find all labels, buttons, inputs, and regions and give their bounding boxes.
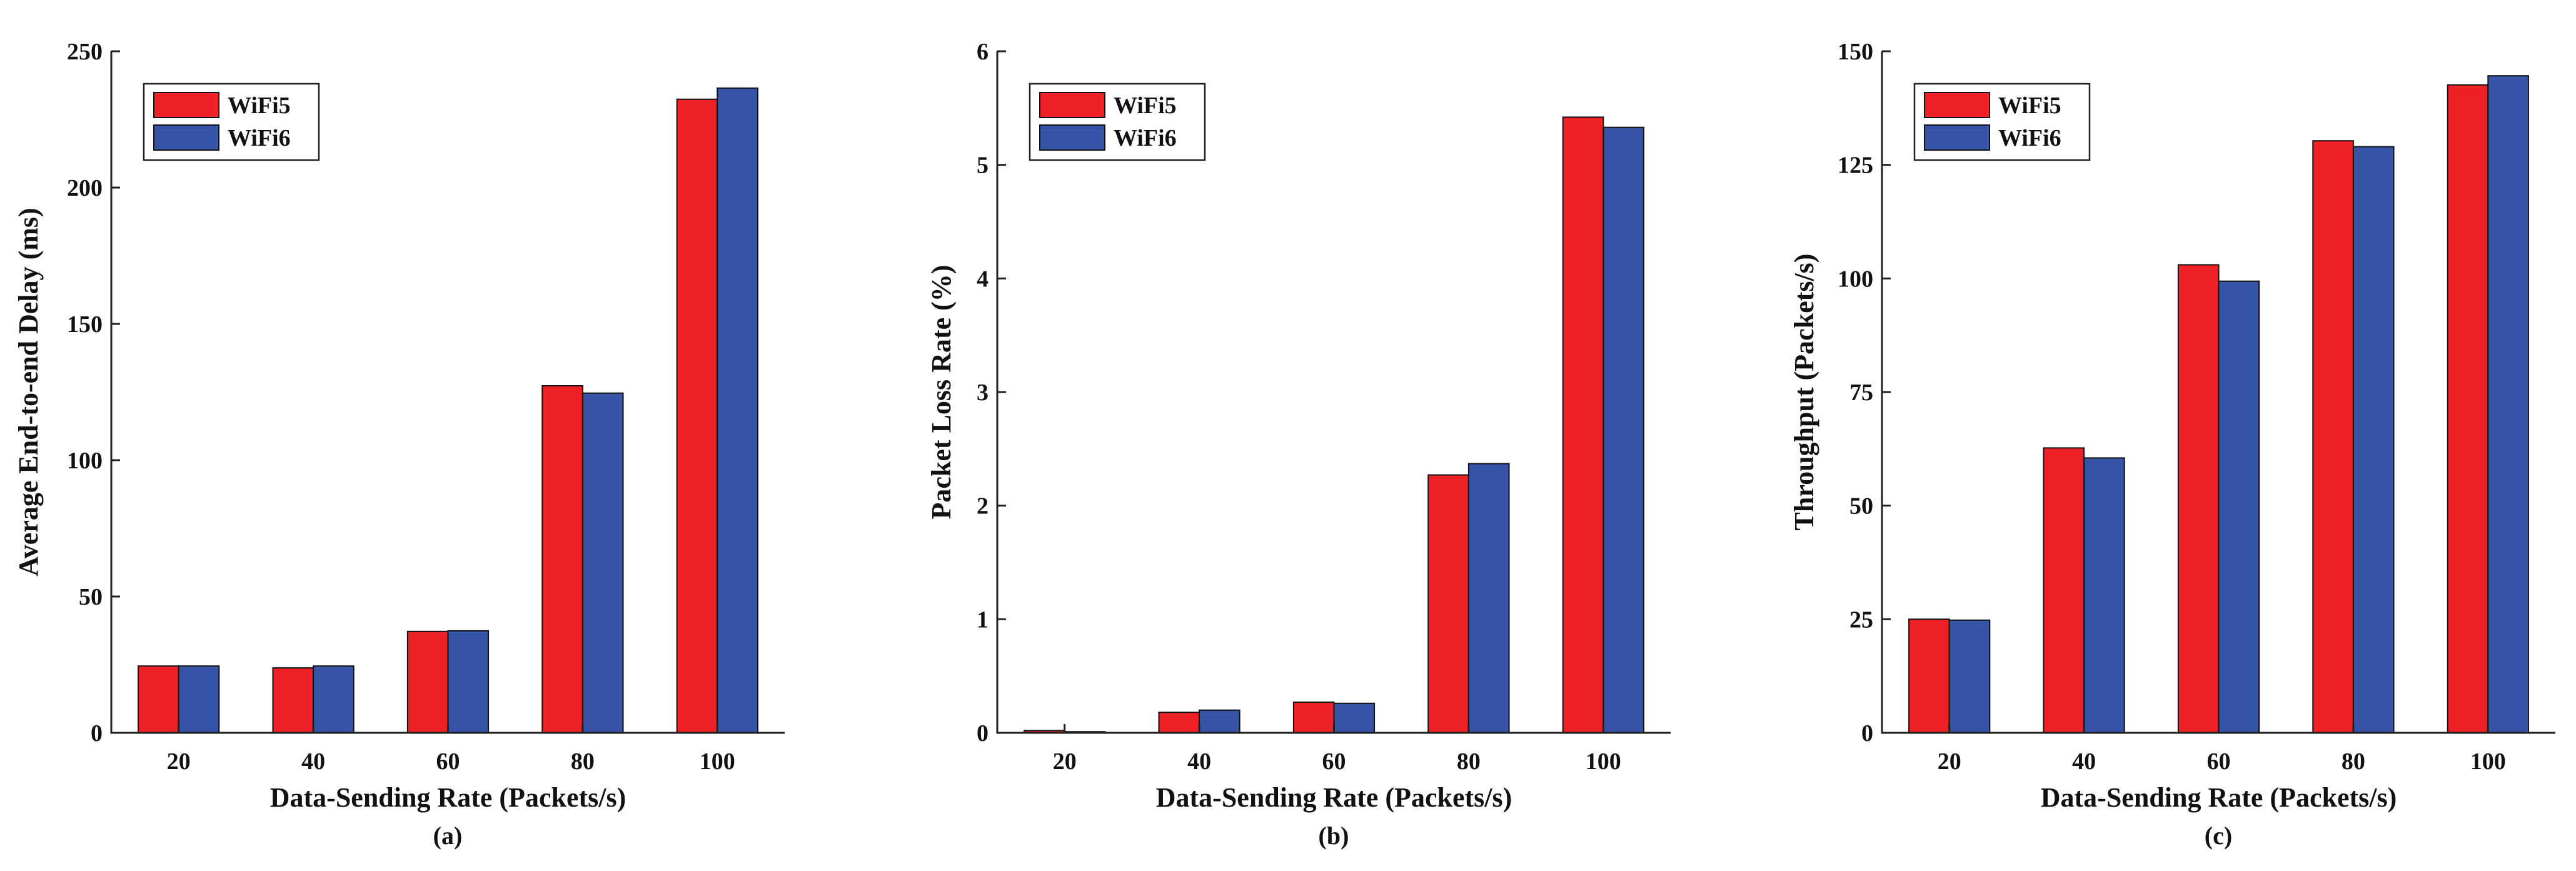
- y-tick-label: 1: [977, 607, 989, 633]
- legend-swatch-wifi5: [1039, 92, 1105, 118]
- bar-wifi6-60: [1333, 702, 1376, 734]
- chart-panel-3: 0 25 50 75 100 125 150 20 40 60 80 100 Data-Sending …: [1789, 39, 2555, 850]
- bar-wifi6-80: [1467, 463, 1510, 733]
- bar-wifi5-40: [272, 667, 314, 733]
- y-tick-label: 50: [79, 584, 103, 610]
- legend-swatch-wifi5: [1924, 92, 1990, 118]
- x-tick-label: 20: [1053, 748, 1077, 775]
- bar-wifi6-100: [2487, 75, 2529, 734]
- x-axis-label: Data-Sending Rate (Packets/s): [270, 782, 626, 813]
- bar-wifi5-80: [2312, 140, 2354, 733]
- bar-wifi6-100: [1602, 126, 1644, 733]
- bar-wifi5-80: [541, 385, 583, 733]
- x-tick-label: 80: [2342, 748, 2365, 775]
- bar-wifi5-40: [1158, 712, 1200, 734]
- x-tick-label: 60: [2207, 748, 2231, 775]
- legend-label-wifi6: WiFi6: [1114, 125, 1177, 151]
- bar-wifi5-100: [2447, 84, 2489, 733]
- x-tick-label: 100: [2470, 748, 2506, 775]
- legend-swatch-wifi6: [153, 124, 219, 151]
- panel-caption: (a): [433, 822, 463, 850]
- bar-wifi6-20: [178, 665, 220, 733]
- bar-wifi6-40: [2083, 457, 2125, 734]
- bar-wifi5-80: [1427, 474, 1469, 733]
- y-tick-label: 50: [1849, 493, 1873, 520]
- bar-wifi5-100: [1562, 116, 1604, 733]
- y-tick-label: 150: [67, 311, 103, 338]
- legend-label-wifi6: WiFi6: [228, 125, 291, 151]
- legend-label-wifi5: WiFi5: [1114, 93, 1177, 119]
- y-tick-label: 0: [977, 720, 989, 747]
- legend-swatch-wifi5: [153, 92, 219, 118]
- y-axis-label: Average End-to-end Delay (ms): [13, 208, 44, 576]
- panel-caption: (c): [2205, 822, 2232, 850]
- x-axis-label: Data-Sending Rate (Packets/s): [1156, 782, 1512, 813]
- x-tick-label: 60: [1322, 748, 1346, 775]
- bar-wifi5-60: [2177, 264, 2220, 733]
- y-tick-label: 2: [977, 493, 989, 520]
- panel-caption: (b): [1319, 822, 1349, 850]
- x-tick-label: 60: [436, 748, 460, 775]
- y-axis-label: Throughput (Packets/s): [1789, 254, 1819, 531]
- y-tick-label: 3: [977, 380, 989, 406]
- legend-label-wifi6: WiFi6: [1998, 125, 2061, 151]
- bar-wifi5-20: [1908, 618, 1950, 733]
- x-tick-label: 100: [700, 748, 735, 775]
- chart-panel-2: 0 1 2 3 4 5 6 20 40 60 80 100 Data-Sending Rate (Pac…: [926, 39, 1671, 850]
- bar-wifi5-100: [676, 98, 718, 733]
- bar-wifi6-40: [313, 665, 355, 733]
- x-tick-label: 40: [301, 748, 325, 775]
- bar-wifi6-80: [581, 392, 624, 733]
- bar-wifi6-40: [1199, 709, 1240, 733]
- y-tick-label: 6: [977, 39, 989, 65]
- bar-wifi5-20: [138, 665, 179, 733]
- bar-wifi5-60: [1292, 702, 1335, 733]
- chart-panel-1: 0 50 100 150 200 250 20 40 60 80 100 Data-Sending R…: [13, 39, 785, 850]
- y-axis-label: Packet Loss Rate (%): [926, 265, 957, 520]
- x-tick-label: 20: [1938, 748, 1961, 775]
- legend-label-wifi5: WiFi5: [1998, 93, 2061, 119]
- legend-swatch-wifi6: [1039, 124, 1105, 151]
- y-tick-label: 25: [1849, 607, 1873, 633]
- bar-wifi5-60: [406, 630, 449, 733]
- x-tick-label: 80: [571, 748, 595, 775]
- y-tick-label: 5: [977, 153, 989, 179]
- y-tick-label: 150: [1838, 39, 1873, 65]
- legend-label-wifi5: WiFi5: [228, 93, 291, 119]
- bar-wifi6-20: [1948, 619, 1991, 733]
- y-tick-label: 200: [67, 175, 103, 201]
- legend-swatch-wifi6: [1924, 124, 1990, 151]
- x-tick-label: 40: [1187, 748, 1211, 775]
- x-tick-label: 20: [167, 748, 191, 775]
- bar-wifi6-80: [2352, 146, 2395, 734]
- y-tick-label: 250: [67, 39, 103, 65]
- x-axis-label: Data-Sending Rate (Packets/s): [2041, 782, 2397, 813]
- bar-wifi6-60: [2218, 280, 2260, 733]
- y-tick-label: 0: [1861, 720, 1873, 747]
- y-tick-label: 75: [1849, 380, 1873, 406]
- bar-wifi6-100: [717, 87, 758, 733]
- bar-wifi5-40: [2043, 447, 2085, 734]
- x-tick-label: 80: [1457, 748, 1481, 775]
- x-tick-label: 100: [1586, 748, 1621, 775]
- x-tick-label: 40: [2072, 748, 2096, 775]
- y-tick-label: 125: [1838, 153, 1873, 179]
- y-tick-label: 0: [91, 720, 103, 747]
- y-tick-label: 100: [67, 448, 103, 474]
- bar-wifi6-60: [447, 630, 490, 734]
- y-tick-label: 100: [1838, 266, 1873, 292]
- y-tick-label: 4: [977, 266, 989, 292]
